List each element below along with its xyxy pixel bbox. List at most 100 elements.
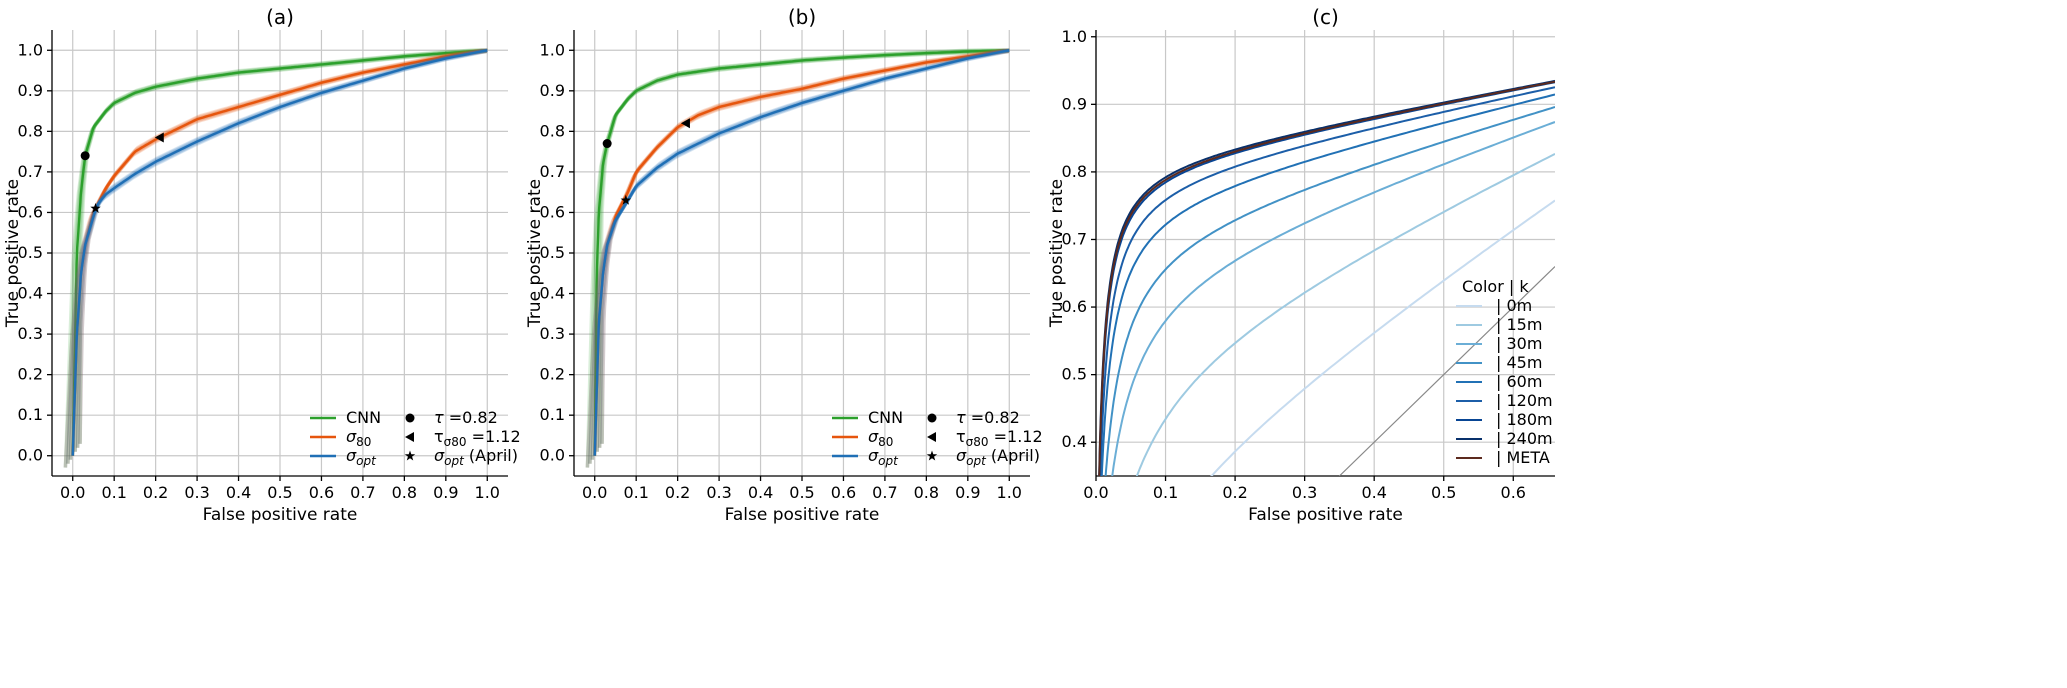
legend-label: | 15m — [1496, 315, 1542, 334]
band-line — [597, 48, 1010, 448]
y-tick-label: 0.4 — [18, 284, 43, 303]
legend-marker — [926, 450, 938, 461]
y-tick-label: 0.4 — [1062, 432, 1087, 451]
x-tick-label: 0.0 — [582, 483, 607, 502]
legend-label: σopt (April) — [956, 446, 1040, 468]
legend-label: τσ80 =1.12 — [956, 427, 1043, 449]
band-line — [63, 49, 487, 468]
band-line — [63, 49, 487, 468]
band-line — [78, 48, 488, 444]
band-line — [66, 49, 488, 464]
y-tick-label: 0.7 — [1062, 229, 1087, 248]
y-tick-label: 1.0 — [540, 40, 565, 59]
panel-title: (b) — [788, 5, 816, 29]
panel-c: 0.0 0.1 0.2 0.3 0.4 0.5 0.6 0.4 0.5 0.6 0.7 0.8 0.9 1… — [1047, 5, 1555, 525]
y-tick-label: 0.0 — [540, 446, 565, 465]
legend-label: τ =0.82 — [956, 408, 1020, 427]
y-tick-label: 0.5 — [540, 243, 565, 262]
band-line — [68, 48, 488, 460]
y-tick-label: 0.9 — [1062, 94, 1087, 113]
x-tick-label: 0.3 — [706, 483, 731, 502]
marker-2 — [90, 202, 101, 213]
x-tick-label: 0.6 — [831, 483, 856, 502]
series-line-4 — [1100, 93, 1555, 476]
band-line — [597, 48, 1010, 448]
legend-label: σ80 — [868, 427, 893, 449]
x-tick-label: 0.0 — [1083, 483, 1108, 502]
x-tick-label: 0.7 — [872, 483, 897, 502]
y-tick-label: 0.1 — [540, 405, 565, 424]
legend-label: CNN — [868, 408, 903, 427]
band-line — [66, 49, 487, 464]
x-tick-label: 0.5 — [1431, 483, 1456, 502]
legend-label: τ =0.82 — [434, 408, 498, 427]
legend-label: | 45m — [1496, 353, 1542, 372]
series-line-2 — [593, 49, 1010, 456]
marker-2 — [620, 194, 632, 205]
plot-area — [63, 48, 488, 468]
band-line — [588, 49, 1009, 464]
y-tick-label: 0.2 — [540, 365, 565, 384]
series-line-2 — [71, 49, 488, 456]
x-tick-label: 0.6 — [1501, 483, 1526, 502]
marker-0 — [80, 151, 90, 161]
y-tick-label: 1.0 — [18, 40, 43, 59]
y-tick-label: 0.5 — [1062, 365, 1087, 384]
legend-marker — [927, 413, 937, 423]
band-line — [66, 49, 488, 464]
series-line-5 — [1099, 86, 1555, 476]
legend-marker — [404, 450, 416, 461]
legend-label: | META — [1496, 448, 1550, 467]
band-line — [68, 48, 488, 460]
y-tick-label: 1.0 — [1062, 27, 1087, 46]
y-tick-label: 0.4 — [540, 284, 565, 303]
band-line — [68, 48, 488, 460]
y-axis-label: True positive rate — [3, 179, 23, 328]
legend-label: | 30m — [1496, 334, 1542, 353]
plot-area — [585, 48, 1010, 468]
legend-label: σ80 — [346, 427, 371, 449]
x-axis-label: False positive rate — [725, 505, 880, 525]
band-line — [590, 48, 1010, 460]
legend-marker — [405, 432, 414, 442]
legend-header: Color | k — [1462, 277, 1529, 296]
x-tick-label: 0.1 — [101, 483, 126, 502]
series-band-2 — [63, 48, 488, 468]
x-tick-label: 0.2 — [1222, 483, 1247, 502]
legend-label: CNN — [346, 408, 381, 427]
y-tick-label: 0.3 — [18, 324, 43, 343]
x-tick-label: 0.2 — [665, 483, 690, 502]
series-line-0 — [593, 49, 1010, 456]
band-line — [78, 48, 488, 444]
band-line — [590, 48, 1010, 460]
y-tick-label: 0.3 — [540, 324, 565, 343]
legend-label: | 60m — [1496, 372, 1542, 391]
x-tick-label: 0.1 — [623, 483, 648, 502]
series-band-0 — [63, 48, 488, 468]
band-line — [600, 48, 1010, 444]
legend-label: | 120m — [1496, 391, 1553, 410]
x-tick-label: 0.4 — [748, 483, 773, 502]
y-tick-label: 0.6 — [18, 202, 43, 221]
y-tick-label: 0.9 — [18, 81, 43, 100]
y-tick-label: 0.7 — [18, 162, 43, 181]
marker-1 — [154, 132, 164, 143]
y-tick-label: 0.8 — [1062, 162, 1087, 181]
legend-label: τσ80 =1.12 — [434, 427, 521, 449]
series-line-8 — [1098, 80, 1555, 476]
x-tick-label: 0.0 — [60, 483, 85, 502]
x-tick-label: 0.4 — [226, 483, 251, 502]
y-tick-label: 0.9 — [540, 81, 565, 100]
x-tick-label: 0.8 — [914, 483, 939, 502]
x-tick-label: 0.2 — [143, 483, 168, 502]
y-tick-label: 0.8 — [540, 121, 565, 140]
band-line — [585, 49, 1009, 468]
band-line — [595, 48, 1010, 452]
band-line — [599, 48, 1010, 444]
band-line — [588, 49, 1010, 464]
y-tick-label: 0.0 — [18, 446, 43, 465]
series-band-0 — [585, 48, 1010, 468]
y-tick-label: 0.2 — [18, 365, 43, 384]
panel-title: (c) — [1312, 5, 1339, 29]
